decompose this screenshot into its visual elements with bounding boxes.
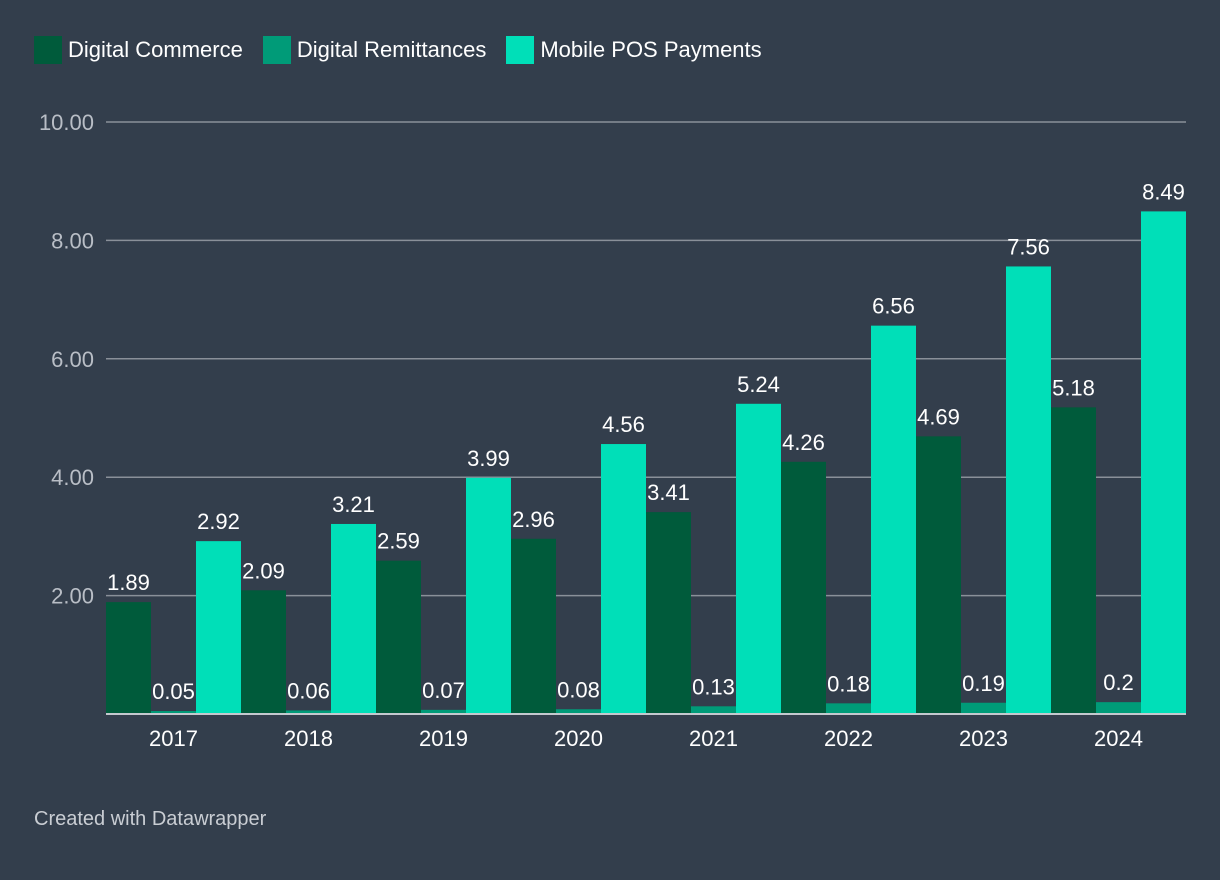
data-label: 6.56 (872, 294, 915, 319)
data-label: 0.06 (287, 678, 330, 703)
data-label: 7.56 (1007, 234, 1050, 259)
bar (511, 538, 556, 714)
y-tick-label: 8.00 (51, 228, 94, 253)
bar (781, 461, 826, 714)
legend-swatch-digital-remittances (262, 36, 291, 64)
bar (1006, 266, 1051, 714)
x-tick-label: 2023 (959, 726, 1008, 751)
x-tick-label: 2017 (149, 726, 198, 751)
legend-swatch-digital-commerce (34, 36, 62, 64)
data-label: 2.96 (512, 507, 555, 532)
legend-item-digital-remittances: Digital Remittances (262, 36, 487, 64)
data-label: 0.13 (692, 674, 735, 699)
bar (691, 706, 736, 714)
bar (871, 325, 916, 714)
x-tick-label: 2024 (1094, 726, 1143, 751)
legend-label-digital-remittances: Digital Remittances (296, 37, 487, 62)
y-tick-label: 2.00 (51, 584, 94, 609)
data-label: 4.69 (917, 404, 960, 429)
data-label: 2.92 (197, 509, 240, 534)
legend-label-digital-commerce: Digital Commerce (68, 37, 243, 62)
bar (1096, 702, 1141, 714)
data-label: 0.05 (152, 679, 195, 704)
data-label: 3.41 (647, 480, 690, 505)
x-tick-label: 2020 (554, 726, 603, 751)
bar (376, 560, 421, 714)
bar (646, 512, 691, 714)
data-label: 5.24 (737, 372, 780, 397)
bar (286, 710, 331, 714)
x-tick-label: 2018 (284, 726, 333, 751)
bar (826, 703, 871, 714)
bar (1051, 407, 1096, 714)
y-tick-label: 10.00 (39, 110, 94, 135)
x-tick-label: 2021 (689, 726, 738, 751)
y-tick-label: 6.00 (51, 347, 94, 372)
bar (331, 523, 376, 714)
data-label: 0.08 (557, 677, 600, 702)
data-label: 0.2 (1103, 670, 1134, 695)
data-label: 8.49 (1142, 179, 1185, 204)
bar (106, 602, 151, 714)
data-label: 3.99 (467, 446, 510, 471)
legend-swatch-mobile-pos-payments (506, 36, 535, 64)
bar (601, 444, 646, 714)
bar (916, 436, 961, 714)
legend-item-mobile-pos-payments: Mobile POS Payments (506, 36, 762, 64)
bar (151, 711, 196, 714)
data-label: 2.59 (377, 529, 420, 554)
bar (961, 702, 1006, 714)
data-label: 3.21 (332, 492, 375, 517)
bar (1141, 211, 1186, 714)
data-label: 2.09 (242, 558, 285, 583)
footer-credit: Created with Datawrapper (34, 808, 267, 830)
data-label: 0.18 (827, 671, 870, 696)
data-label: 0.07 (422, 678, 465, 703)
data-label: 4.56 (602, 412, 645, 437)
bar (196, 541, 241, 714)
bar (736, 403, 781, 714)
y-tick-label: 4.00 (51, 465, 94, 490)
x-tick-label: 2022 (824, 726, 873, 751)
bar (556, 709, 601, 714)
bar (466, 477, 511, 714)
data-label: 1.89 (107, 570, 150, 595)
bar (241, 590, 286, 714)
legend-label-mobile-pos-payments: Mobile POS Payments (540, 37, 762, 62)
x-tick-label: 2019 (419, 726, 468, 751)
data-label: 4.26 (782, 430, 825, 455)
data-label: 5.18 (1052, 375, 1095, 400)
chart-legend: Digital Commerce Digital Remittances Mob… (34, 36, 782, 64)
data-label: 0.19 (962, 671, 1005, 696)
bar (421, 709, 466, 714)
legend-item-digital-commerce: Digital Commerce (34, 36, 243, 64)
